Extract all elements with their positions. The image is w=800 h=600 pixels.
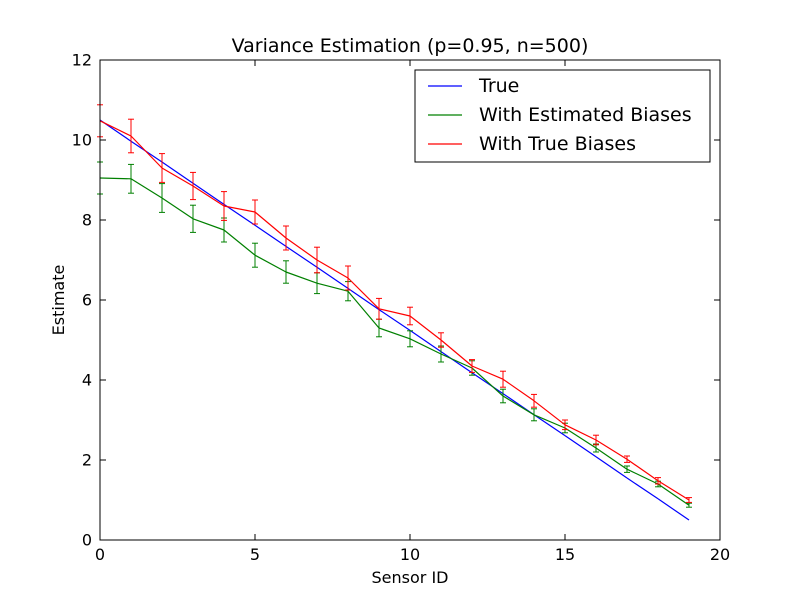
chart-title: Variance Estimation (p=0.95, n=500) — [232, 35, 589, 57]
line-segment-with-estimated-biases — [533, 414, 566, 429]
line-segment-with-true-biases — [595, 439, 628, 460]
line-segment-with-true-biases — [161, 167, 194, 187]
line-segment-with-true-biases — [378, 308, 411, 317]
line-segment-with-true-biases — [657, 480, 690, 501]
line-segment-with-estimated-biases — [595, 447, 628, 470]
y-tick-label: 10 — [72, 131, 92, 150]
x-tick-label: 10 — [400, 545, 420, 564]
line-segment-with-true-biases — [130, 135, 163, 169]
series-with-true-biases — [97, 104, 692, 503]
line-segment-with-estimated-biases — [192, 218, 225, 231]
line-segment-true — [471, 372, 504, 395]
legend-label-estimated-biases: With Estimated Biases — [479, 104, 692, 126]
line-segment-true — [223, 203, 256, 226]
series-true — [99, 119, 690, 521]
line-segment-with-estimated-biases — [99, 177, 132, 180]
line-segment-with-true-biases — [285, 237, 318, 261]
line-segment-true — [378, 309, 411, 331]
x-axis-label: Sensor ID — [372, 568, 449, 587]
y-tick-label: 8 — [82, 211, 92, 230]
line-segment-with-estimated-biases — [130, 178, 163, 199]
line-segment-with-estimated-biases — [564, 427, 597, 449]
ticks-layer: 0 5 10 15 20 0 2 4 6 8 10 12 — [72, 51, 731, 565]
line-segment-with-estimated-biases — [223, 229, 256, 256]
line-segment-with-estimated-biases — [440, 353, 473, 369]
line-segment-with-true-biases — [533, 400, 566, 426]
line-segment-with-estimated-biases — [626, 468, 659, 485]
line-segment-with-estimated-biases — [254, 254, 287, 273]
x-tick-label: 0 — [95, 545, 105, 564]
y-tick-label: 12 — [72, 51, 92, 70]
x-tick-label: 20 — [710, 545, 730, 564]
line-segment-true — [626, 477, 659, 500]
y-tick-label: 2 — [82, 451, 92, 470]
y-tick-label: 4 — [82, 371, 92, 390]
line-segment-true — [595, 456, 628, 479]
line-segment-with-estimated-biases — [471, 367, 504, 397]
line-segment-true — [192, 182, 225, 205]
y-tick-label: 0 — [82, 531, 92, 550]
line-segment-true — [347, 287, 380, 311]
line-segment-with-true-biases — [223, 205, 256, 213]
y-tick-label: 6 — [82, 291, 92, 310]
line-segment-with-true-biases — [440, 339, 473, 367]
line-segment-with-estimated-biases — [657, 483, 690, 506]
x-tick-label: 15 — [555, 545, 575, 564]
legend: True With Estimated Biases With True Bia… — [414, 69, 711, 163]
line-segment-with-estimated-biases — [285, 271, 318, 284]
x-tick-label: 5 — [250, 545, 260, 564]
line-segment-with-true-biases — [347, 277, 380, 310]
plot-frame — [99, 59, 721, 541]
line-segment-true — [409, 329, 442, 353]
line-segment-with-true-biases — [564, 424, 597, 441]
line-segment-with-true-biases — [471, 365, 504, 380]
legend-label-true: True — [478, 75, 519, 97]
line-segment-with-true-biases — [192, 185, 225, 207]
line-segment-with-estimated-biases — [161, 197, 194, 220]
line-segment-with-true-biases — [626, 458, 659, 482]
line-segment-with-true-biases — [254, 211, 287, 239]
line-segment-true — [161, 161, 194, 184]
line-segment-with-estimated-biases — [502, 395, 535, 416]
line-segment-with-true-biases — [99, 120, 132, 137]
line-segment-with-estimated-biases — [347, 290, 380, 329]
line-segment-with-true-biases — [502, 378, 535, 402]
line-segment-true — [254, 224, 287, 247]
line-segment-true — [440, 351, 473, 374]
y-axis-label: Estimate — [49, 265, 68, 336]
line-segment-with-estimated-biases — [316, 282, 349, 292]
line-segment-true — [316, 266, 349, 289]
line-segment-true — [564, 435, 597, 458]
legend-box — [414, 69, 711, 163]
line-segment-with-estimated-biases — [378, 327, 411, 340]
line-segment-with-true-biases — [316, 259, 349, 279]
line-segment-with-true-biases — [409, 315, 442, 341]
line-segment-with-estimated-biases — [409, 338, 442, 355]
line-segment-true — [657, 498, 690, 521]
line-segment-true — [533, 414, 566, 437]
legend-label-true-biases: With True Biases — [479, 133, 636, 155]
line-segment-true — [285, 245, 318, 268]
